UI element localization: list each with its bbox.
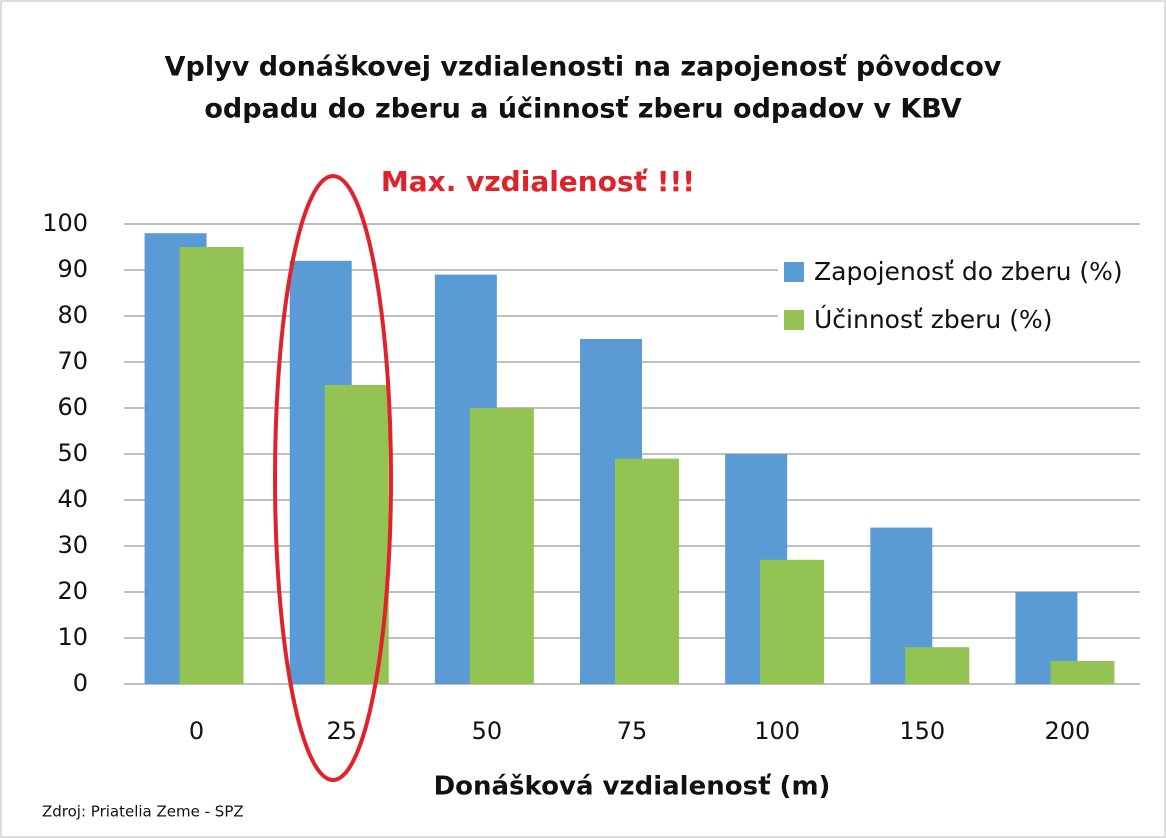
x-tick-label: 0 (189, 717, 204, 745)
y-tick-label: 90 (57, 255, 88, 283)
legend-label: Účinnosť zberu (%) (814, 305, 1053, 334)
bar (760, 559, 825, 684)
y-tick-label: 70 (57, 347, 88, 375)
chart-title: Vplyv donáškovej vzdialenosti na zapojen… (165, 52, 1002, 83)
y-tick-label: 0 (73, 669, 88, 697)
bar (905, 647, 970, 684)
chart-title: odpadu do zberu a účinnosť zberu odpadov… (204, 94, 961, 125)
x-axis-label: Donášková vzdialenosť (m) (434, 772, 831, 802)
legend-entry: Účinnosť zberu (%) (778, 300, 1140, 340)
legend-entry: Zapojenosť do zberu (%) (778, 252, 1140, 292)
x-tick-label: 75 (617, 717, 648, 745)
bar (179, 247, 244, 684)
highlight-ellipse (273, 174, 393, 782)
x-tick-label: 150 (899, 717, 945, 745)
bar (324, 385, 389, 684)
bar (615, 458, 679, 684)
x-tick-label: 25 (326, 717, 357, 745)
legend-label: Zapojenosť do zberu (%) (814, 257, 1123, 286)
y-tick-label: 80 (57, 301, 88, 329)
y-tick-label: 100 (42, 209, 88, 237)
bar (469, 408, 534, 684)
y-tick-label: 30 (57, 531, 88, 559)
legend-swatch (784, 310, 804, 330)
y-tick-label: 20 (57, 577, 88, 605)
bar (1050, 661, 1115, 684)
legend: Zapojenosť do zberu (%) Účinnosť zberu (%… (778, 252, 1140, 348)
y-tick-label: 50 (57, 439, 88, 467)
y-tick-label: 60 (57, 393, 88, 421)
annotation: Max. vzdialenosť !!! (381, 165, 695, 198)
source: Zdroj: Priatelia Zeme - SPZ (42, 803, 244, 821)
legend-swatch (784, 262, 804, 282)
x-tick-label: 50 (472, 717, 503, 745)
y-tick-label: 10 (57, 623, 88, 651)
x-tick-label: 100 (754, 717, 800, 745)
y-tick-label: 40 (57, 485, 88, 513)
x-tick-label: 200 (1045, 717, 1091, 745)
